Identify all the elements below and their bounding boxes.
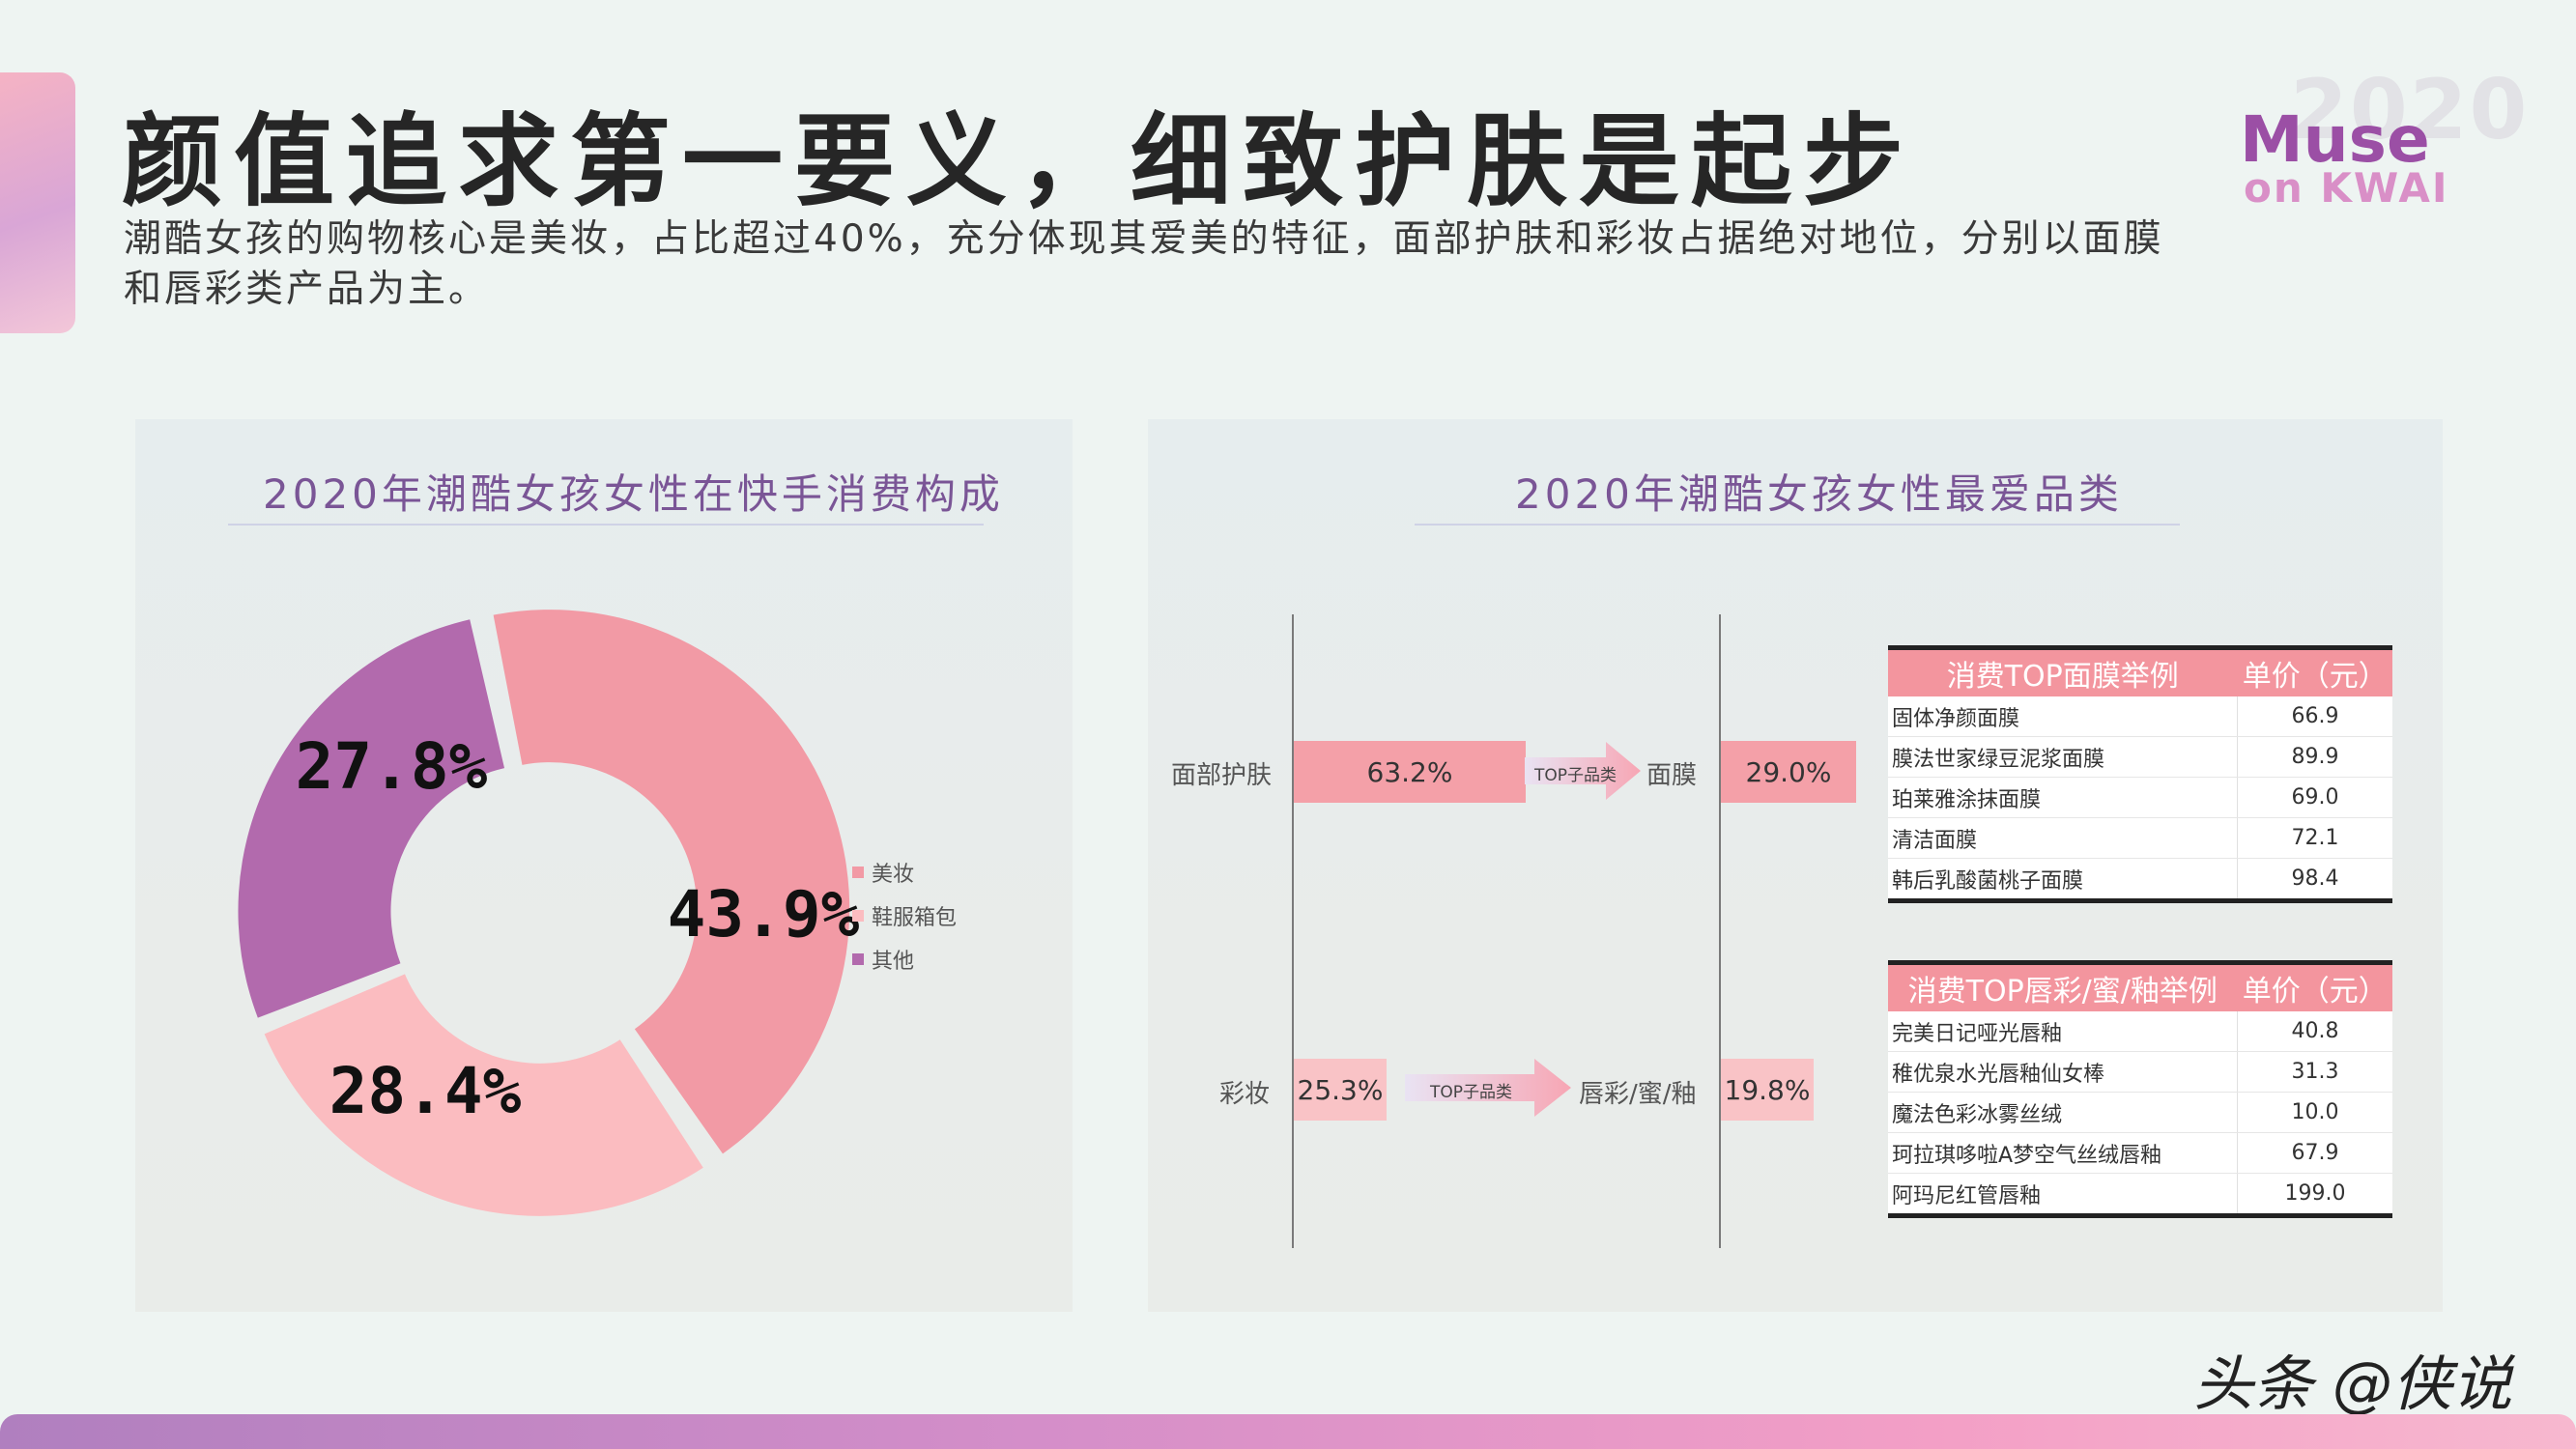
legend-swatch-apparel [852, 909, 864, 922]
product-name: 珀莱雅涂抹面膜 [1888, 777, 2238, 818]
muse-on-kwai-logo: 2020 Muse on KWAI [2240, 62, 2527, 212]
arrow-label-makeup: TOP子品类 [1430, 1083, 1513, 1102]
table-row: 稚优泉水光唇釉仙女棒 31.3 [1888, 1051, 2392, 1093]
donut-slice-beauty [493, 610, 850, 1154]
logo-kwai: on KWAI [2244, 164, 2449, 212]
product-name: 阿玛尼红管唇釉 [1888, 1173, 2238, 1216]
donut-label-apparel: 28.4% [329, 1054, 522, 1128]
category-title-underline [1415, 524, 2180, 526]
donut-label-beauty: 43.9% [668, 877, 860, 952]
legend-swatch-beauty [852, 866, 864, 878]
legend-item-apparel: 鞋服箱包 [852, 894, 957, 937]
table-row: 膜法世家绿豆泥浆面膜 89.9 [1888, 736, 2392, 778]
product-name: 清洁面膜 [1888, 817, 2238, 859]
bottom-gradient-bar [0, 1414, 2576, 1449]
axis-line-left [1292, 614, 1294, 1248]
legend-label-apparel: 鞋服箱包 [872, 905, 958, 930]
lip-table-header-price: 单价（元） [2237, 960, 2392, 1011]
top-category-lip: 唇彩/蜜/釉 [1579, 1080, 1697, 1109]
product-price: 10.0 [2237, 1092, 2392, 1133]
lip-table-header-name: 消费TOP唇彩/蜜/釉举例 [1888, 960, 2238, 1011]
product-price: 98.4 [2237, 858, 2392, 901]
table-row: 完美日记哑光唇釉 40.8 [1888, 1011, 2392, 1052]
product-price: 199.0 [2237, 1173, 2392, 1216]
product-name: 稚优泉水光唇釉仙女棒 [1888, 1051, 2238, 1093]
product-name: 魔法色彩冰雾丝绒 [1888, 1092, 2238, 1133]
table-row: 阿玛尼红管唇釉 199.0 [1888, 1173, 2392, 1216]
bar-label-makeup: 25.3% [1297, 1073, 1384, 1106]
bar-label-lip: 19.8% [1724, 1073, 1811, 1106]
legend-item-beauty: 美妆 [852, 850, 957, 894]
axis-line-middle [1719, 614, 1721, 1248]
product-price: 40.8 [2237, 1011, 2392, 1052]
product-price: 69.0 [2237, 777, 2392, 818]
donut-label-other: 27.8% [296, 729, 488, 804]
facial-mask-table-header-price: 单价（元） [2237, 645, 2392, 696]
legend-label-other: 其他 [872, 949, 915, 974]
legend-label-beauty: 美妆 [872, 862, 915, 887]
arrow-makeup [1405, 1059, 1571, 1117]
product-name: 完美日记哑光唇釉 [1888, 1011, 2238, 1052]
legend-item-other: 其他 [852, 937, 957, 980]
top-category-facial-mask: 面膜 [1646, 761, 1698, 790]
product-price: 31.3 [2237, 1051, 2392, 1093]
product-name: 固体净颜面膜 [1888, 696, 2238, 737]
left-accent-decoration [0, 72, 75, 333]
donut-slice-other [238, 619, 505, 1018]
donut-title-underline [228, 524, 984, 526]
product-price: 66.9 [2237, 696, 2392, 737]
bar-lip: 19.8% [1721, 1059, 1814, 1121]
product-name: 韩后乳酸菌桃子面膜 [1888, 858, 2238, 901]
table-row: 韩后乳酸菌桃子面膜 98.4 [1888, 858, 2392, 901]
donut-slice-apparel [264, 974, 703, 1216]
product-name: 膜法世家绿豆泥浆面膜 [1888, 736, 2238, 778]
logo-year: 2020 [2290, 62, 2530, 158]
donut-legend: 美妆 鞋服箱包 其他 [852, 850, 957, 980]
facial-mask-table-header-name: 消费TOP面膜举例 [1888, 645, 2238, 696]
bar-makeup: 25.3% [1294, 1059, 1387, 1121]
page-title: 颜值追求第一要义，细致护肤是起步 [122, 102, 1916, 220]
table-row: 清洁面膜 72.1 [1888, 817, 2392, 859]
category-chart-title: 2020年潮酷女孩女性最爱品类 [1515, 470, 2123, 518]
product-price: 89.9 [2237, 736, 2392, 778]
product-name: 珂拉琪哆啦A梦空气丝绒唇釉 [1888, 1132, 2238, 1174]
facial-mask-table: 消费TOP面膜举例 单价（元） 固体净颜面膜 66.9 膜法世家绿豆泥浆面膜 89.… [1888, 645, 2392, 903]
bar-facial-mask: 29.0% [1721, 741, 1856, 803]
bar-label-facial-care: 63.2% [1366, 755, 1453, 788]
row-label-facial-care: 面部护肤 [1171, 761, 1273, 790]
table-row: 珀莱雅涂抹面膜 69.0 [1888, 777, 2392, 818]
lip-product-table: 消费TOP唇彩/蜜/釉举例 单价（元） 完美日记哑光唇釉 40.8 稚优泉水光唇釉… [1888, 960, 2392, 1218]
logo-muse: Muse [2240, 102, 2430, 177]
arrow-facial-care [1525, 742, 1641, 800]
table-row: 固体净颜面膜 66.9 [1888, 696, 2392, 737]
bar-facial-care: 63.2% [1294, 741, 1526, 803]
arrow-label-facial-care: TOP子品类 [1534, 766, 1617, 785]
bar-label-facial-mask: 29.0% [1745, 755, 1832, 788]
table-row: 珂拉琪哆啦A梦空气丝绒唇釉 67.9 [1888, 1132, 2392, 1174]
product-price: 72.1 [2237, 817, 2392, 859]
donut-chart-title: 2020年潮酷女孩女性在快手消费构成 [263, 470, 1004, 518]
watermark: 头条 @侠说 [2193, 1349, 2512, 1419]
product-price: 67.9 [2237, 1132, 2392, 1174]
row-label-makeup: 彩妆 [1219, 1080, 1271, 1109]
legend-swatch-other [852, 952, 864, 965]
page-subtitle: 潮酷女孩的购物核心是美妆，占比超过40%，充分体现其爱美的特征，面部护肤和彩妆占… [124, 217, 2164, 311]
table-row: 魔法色彩冰雾丝绒 10.0 [1888, 1092, 2392, 1133]
